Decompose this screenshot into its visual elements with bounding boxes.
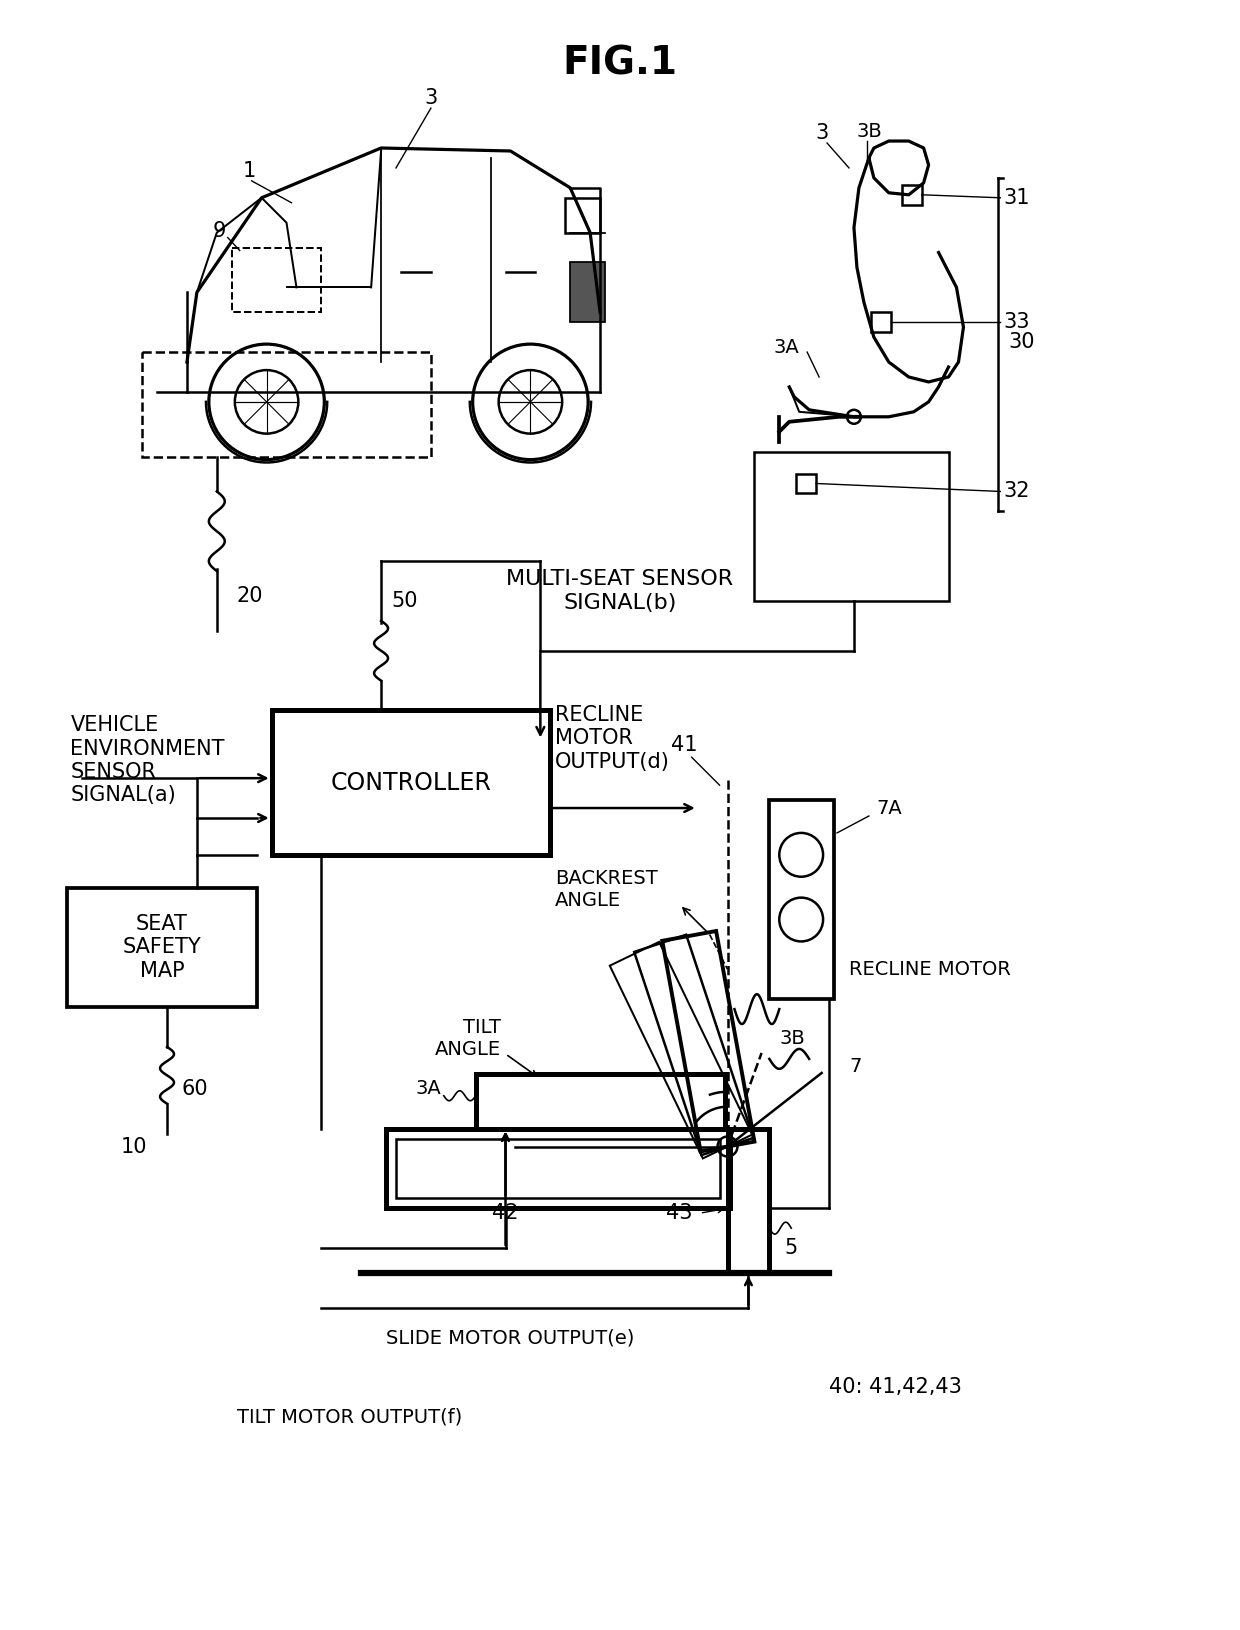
Text: 3A: 3A	[415, 1079, 440, 1099]
Bar	[272, 711, 551, 854]
Text: CONTROLLER: CONTROLLER	[331, 771, 491, 795]
Text: 41: 41	[671, 735, 698, 755]
Text: 3: 3	[424, 88, 438, 108]
Bar	[232, 248, 321, 313]
Text: RECLINE MOTOR: RECLINE MOTOR	[849, 960, 1011, 978]
Text: 3: 3	[816, 124, 828, 143]
Text: BACKREST
ANGLE: BACKREST ANGLE	[556, 869, 658, 910]
Bar	[870, 313, 890, 333]
Text: 20: 20	[237, 587, 263, 606]
Text: TILT
ANGLE: TILT ANGLE	[434, 1019, 501, 1060]
Text: TILT MOTOR OUTPUT(f): TILT MOTOR OUTPUT(f)	[237, 1408, 463, 1426]
Text: 60: 60	[182, 1079, 208, 1099]
Bar	[570, 262, 605, 323]
Bar	[769, 800, 835, 999]
Text: RECLINE
MOTOR
OUTPUT(d): RECLINE MOTOR OUTPUT(d)	[556, 706, 670, 771]
Text: 3B: 3B	[779, 1030, 805, 1048]
Text: MULTI-SEAT SENSOR
SIGNAL(b): MULTI-SEAT SENSOR SIGNAL(b)	[506, 569, 734, 613]
Text: 7: 7	[849, 1058, 862, 1076]
Bar	[67, 888, 257, 1007]
Bar	[754, 452, 949, 601]
Bar	[901, 184, 921, 205]
Text: 10: 10	[120, 1136, 146, 1157]
Text: 42: 42	[492, 1203, 518, 1222]
Text: SLIDE MOTOR OUTPUT(e): SLIDE MOTOR OUTPUT(e)	[386, 1328, 635, 1346]
Text: 50: 50	[391, 592, 418, 611]
Text: 30: 30	[1008, 333, 1034, 352]
Text: 3B: 3B	[856, 122, 882, 140]
Text: 43: 43	[666, 1203, 693, 1222]
Text: 32: 32	[1003, 481, 1029, 502]
Text: 5: 5	[784, 1239, 797, 1258]
Bar	[565, 197, 600, 233]
Text: FIG.1: FIG.1	[563, 44, 677, 83]
Bar	[143, 352, 430, 456]
Bar	[796, 474, 816, 494]
Text: 3A: 3A	[774, 337, 800, 357]
Bar	[386, 1128, 729, 1208]
Text: 33: 33	[1003, 313, 1029, 333]
Text: 1: 1	[243, 161, 257, 181]
Bar	[728, 1128, 769, 1273]
Bar	[476, 1074, 724, 1128]
Text: 40: 41,42,43: 40: 41,42,43	[830, 1377, 962, 1397]
Text: 7A: 7A	[877, 799, 903, 818]
Text: SEAT
SAFETY
MAP: SEAT SAFETY MAP	[123, 914, 201, 981]
Text: 31: 31	[1003, 187, 1029, 207]
Text: VEHICLE
ENVIRONMENT
SENSOR
SIGNAL(a): VEHICLE ENVIRONMENT SENSOR SIGNAL(a)	[71, 716, 224, 805]
Bar	[396, 1138, 719, 1198]
Text: 9: 9	[213, 220, 227, 241]
